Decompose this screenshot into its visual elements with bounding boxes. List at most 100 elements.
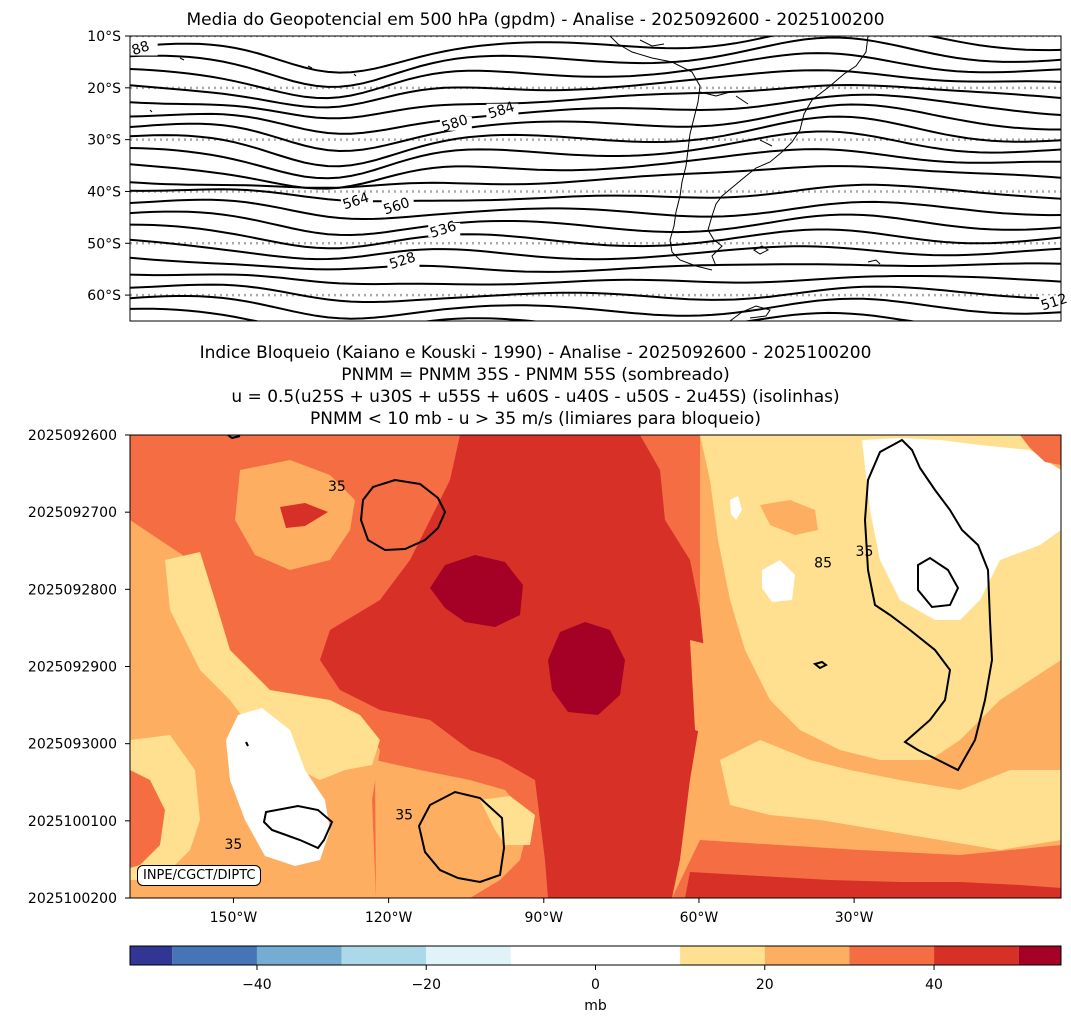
wind-contour-label: 35 — [328, 479, 346, 495]
shade-20-30-southwest — [375, 760, 530, 898]
south-america-coast-east — [707, 36, 869, 267]
shade-white-west-lower — [226, 708, 330, 866]
lon-tick-label: 90°W — [524, 910, 563, 926]
shade-30-40-east-northeast — [1020, 435, 1061, 465]
shade-30-40-west-edge — [130, 770, 165, 868]
geopotential-contour — [130, 103, 1061, 153]
contour-label-backing — [428, 222, 461, 237]
wind-index-contour-labels: 35 35 85 35 35 — [225, 479, 874, 853]
contour-35-south — [417, 790, 506, 884]
geopotential-contour-label: 536 — [428, 218, 458, 242]
south-georgia — [867, 259, 881, 265]
colorbar-label: mb — [584, 998, 607, 1014]
contour-35-east — [863, 438, 994, 772]
colorbar-cell — [849, 946, 935, 965]
colorbar-cell — [764, 946, 850, 965]
lat-tick-label: 50°S — [87, 236, 121, 252]
colorbar-cell — [256, 946, 342, 965]
colorbar-cells — [130, 946, 1061, 965]
wind-contour-label: 35 — [856, 544, 874, 560]
geopotential-contour-label: 580 — [440, 112, 470, 135]
contour-label-backing — [381, 199, 414, 214]
shade-50-plus-central-core — [548, 622, 625, 715]
geopotential-contour — [130, 283, 1061, 303]
contour-label-backing — [1039, 295, 1071, 310]
shade-10-20-southwest-spot — [480, 796, 535, 845]
colorbar-tick-label: 40 — [925, 977, 943, 993]
bottom-chart-title-line-3: u = 0.5(u25S + u30S + u55S + u60S - u40S… — [231, 387, 840, 407]
blocking-index-panel: 35 35 85 35 35 2025092600 2025092700 202509280… — [28, 428, 1062, 926]
contour-35-north — [359, 478, 447, 552]
shade-40-50-south-band — [685, 872, 1061, 898]
geopotential-contour — [130, 83, 1061, 120]
date-tick-label: 2025092800 — [28, 582, 117, 598]
geopotential-contour — [130, 198, 1061, 221]
shade-10-20-west-inner — [165, 552, 380, 780]
contour-label-backing — [439, 116, 472, 131]
lon-tick-label: 30°W — [835, 910, 874, 926]
blocking-index-shading — [130, 435, 1061, 898]
contour-label-backing — [340, 194, 373, 209]
contour-35-west-small — [245, 741, 249, 747]
shade-10-20-east-south — [720, 740, 1061, 850]
geopotential-contour — [130, 223, 1061, 250]
lat-tick-label: 30°S — [87, 133, 121, 149]
credit-badge: INPE/CGCT/DIPTC — [137, 865, 262, 886]
longitude-axis: 150°W 120°W 90°W 60°W 30°W — [210, 898, 874, 926]
wind-index-contours — [227, 435, 994, 884]
contour-label-backing — [387, 254, 420, 268]
geopotential-contour — [130, 69, 1061, 109]
geopotential-contour — [130, 273, 1061, 286]
date-tick-label: 2025092700 — [28, 505, 117, 521]
lon-tick-label: 120°W — [365, 910, 413, 926]
lon-tick-label: 150°W — [210, 910, 258, 926]
colorbar-cell — [680, 946, 765, 965]
geopotential-contour-label: 584 — [486, 99, 516, 123]
geopotential-contour — [130, 36, 1061, 74]
lat-tick-label: 60°S — [87, 288, 121, 304]
geopotential-contour-label: 564 — [341, 190, 371, 214]
pacific-islands — [149, 57, 357, 113]
contour-35-southwest — [262, 804, 334, 850]
geopotential-contour — [130, 183, 1061, 203]
shade-white-east-spot-1 — [730, 496, 742, 520]
wind-contour-label: 35 — [225, 837, 243, 853]
shade-50-plus-north-core — [430, 555, 523, 627]
geopotential-map-panel: 584 580 564 560 536 528 512 88 10°S 20°S 30°S 40°S… — [87, 29, 1071, 322]
geopotential-contour-label: 88 — [130, 38, 152, 59]
contour-85-east — [917, 556, 960, 609]
geopotential-contour — [130, 238, 1061, 261]
date-tick-label: 2025100100 — [28, 814, 117, 830]
geopotential-contour — [130, 93, 1061, 135]
colorbar-tick-label: 20 — [756, 977, 774, 993]
continent-outline — [149, 36, 881, 321]
colorbar-cell — [934, 946, 1019, 965]
date-axis: 2025092600 2025092700 2025092800 2025092900… — [28, 428, 130, 907]
colorbar-tick-label: −20 — [411, 977, 441, 993]
geopotential-contour — [130, 130, 1061, 180]
geopotential-contour — [130, 115, 1061, 168]
shade-40-50-northwest-spot — [280, 503, 328, 528]
latitude-axis: 10°S 20°S 30°S 40°S 50°S 60°S — [87, 29, 130, 304]
colorbar-cell — [1018, 946, 1061, 965]
shade-20-30-east-lower-blob — [690, 640, 750, 740]
date-tick-label: 2025092600 — [28, 428, 117, 444]
colorbar-cell — [426, 946, 511, 965]
shade-20-30-east-mid-blob — [760, 500, 818, 535]
geopotential-contour-label: 560 — [382, 195, 412, 218]
lat-tick-label: 40°S — [87, 184, 121, 200]
bottom-chart-title-line-4: PNMM < 10 mb - u > 35 m/s (limiares para… — [310, 409, 761, 429]
colorbar-cell — [130, 946, 173, 965]
geopotential-contour — [130, 36, 1061, 88]
contour-tiny-east — [812, 660, 828, 670]
colorbar-cell — [341, 946, 427, 965]
lat-tick-label: 10°S — [87, 29, 121, 45]
colorbar: −40 −20 0 20 40 mb — [129, 945, 1062, 1014]
geopotential-contour — [130, 256, 1061, 273]
wind-contour-label: 35 — [395, 808, 413, 824]
colorbar-tick-label: −40 — [242, 977, 272, 993]
contour-label-backing — [486, 103, 519, 118]
lon-tick-label: 60°W — [680, 910, 719, 926]
geopotential-map-frame — [129, 35, 1062, 322]
